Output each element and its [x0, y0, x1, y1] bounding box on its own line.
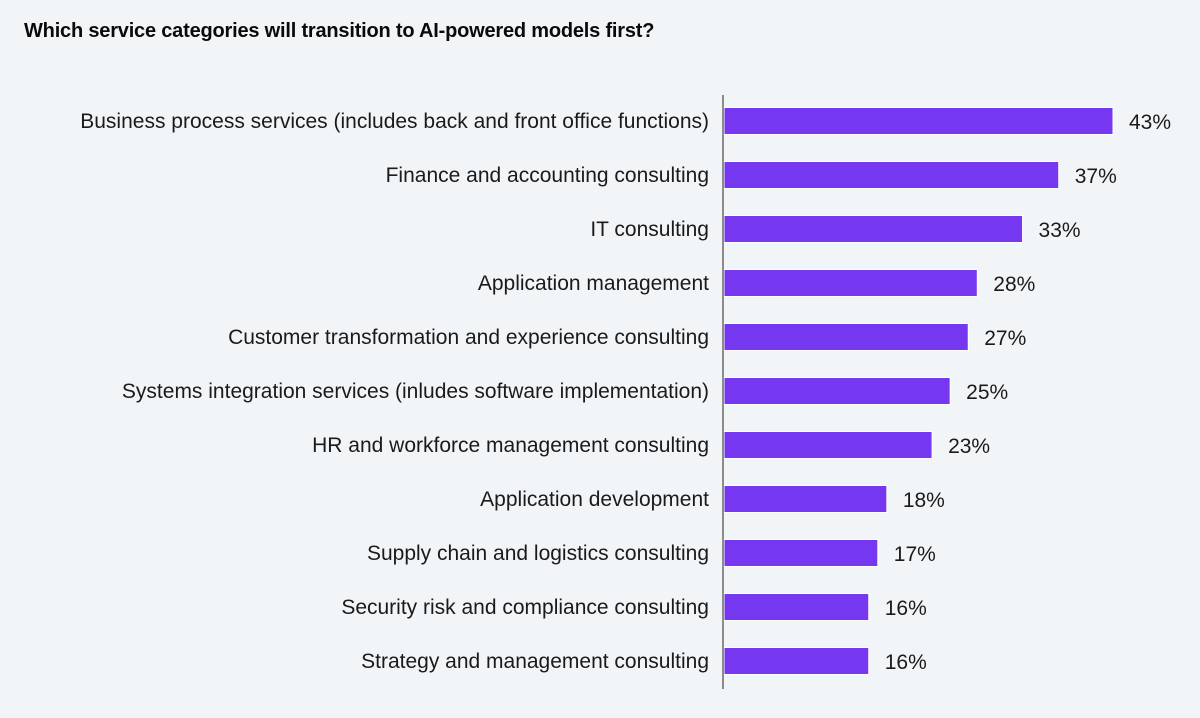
data-label: 27%: [984, 327, 1026, 350]
bar: [723, 161, 1060, 189]
bar: [723, 539, 879, 567]
category-label: Security risk and compliance consulting: [341, 596, 709, 619]
category-label: HR and workforce management consulting: [312, 434, 709, 457]
category-label: Application management: [478, 272, 709, 295]
bars-layer: Business process services (includes back…: [80, 107, 1171, 675]
category-label: Application development: [480, 488, 709, 511]
data-label: 25%: [966, 381, 1008, 404]
chart-title: Which service categories will transition…: [24, 20, 655, 42]
category-label: Supply chain and logistics consulting: [367, 542, 709, 565]
data-label: 16%: [885, 651, 927, 674]
bar: [723, 593, 870, 621]
bar: [723, 323, 969, 351]
data-label: 23%: [948, 435, 990, 458]
bar: [723, 107, 1114, 135]
category-label: Customer transformation and experience c…: [228, 326, 709, 349]
data-label: 33%: [1039, 219, 1081, 242]
data-label: 43%: [1129, 111, 1171, 134]
bar: [723, 269, 978, 297]
data-label: 28%: [993, 273, 1035, 296]
category-label: Finance and accounting consulting: [386, 164, 709, 187]
bar: [723, 647, 870, 675]
category-label: Systems integration services (inludes so…: [122, 380, 709, 403]
data-label: 18%: [903, 489, 945, 512]
category-label: Strategy and management consulting: [361, 650, 709, 673]
data-label: 17%: [894, 543, 936, 566]
bar: [723, 215, 1024, 243]
bar: [723, 431, 933, 459]
bar: [723, 485, 888, 513]
category-label: Business process services (includes back…: [80, 110, 709, 133]
bar: [723, 377, 951, 405]
data-label: 16%: [885, 597, 927, 620]
data-label: 37%: [1075, 165, 1117, 188]
category-label: IT consulting: [590, 218, 709, 241]
